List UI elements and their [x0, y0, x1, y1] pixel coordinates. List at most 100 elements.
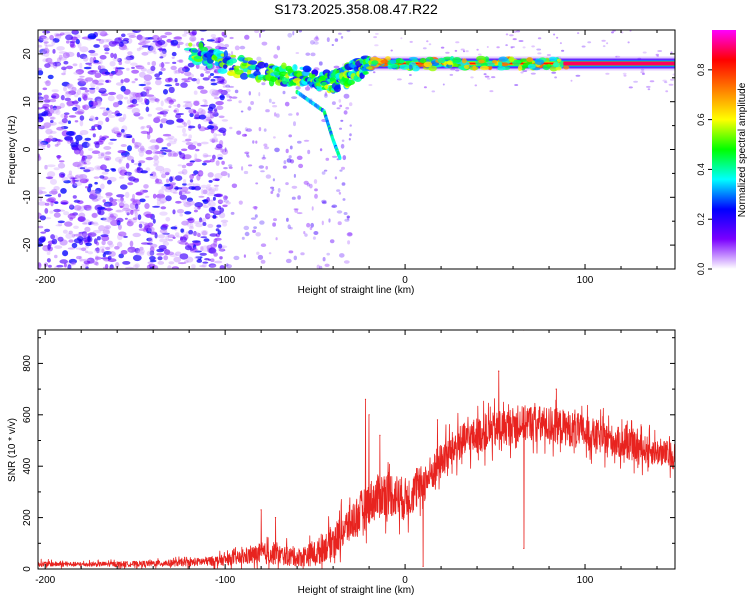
noise-cell: [139, 189, 145, 194]
noise-cell: [159, 153, 165, 158]
noise-cell: [131, 137, 135, 144]
noise-cell: [145, 156, 154, 161]
noise-cell: [207, 202, 211, 206]
noise-cell: [82, 222, 88, 225]
noise-cell: [146, 213, 152, 218]
noise-cell: [120, 184, 128, 190]
noise-cell: [63, 180, 72, 184]
noise-cell: [217, 157, 223, 160]
noise-cell: [143, 74, 153, 81]
noise-cell: [71, 261, 76, 266]
noise-cell: [140, 130, 149, 134]
noise-cell: [195, 223, 204, 228]
noise-cell: [211, 207, 216, 211]
noise-cell: [38, 201, 47, 206]
noise-cell: [172, 61, 177, 64]
noise-cell: [62, 250, 69, 257]
noise-cell: [79, 120, 84, 127]
noise-cell: [260, 243, 267, 247]
noise-cell: [38, 67, 43, 71]
noise-cell: [135, 250, 145, 256]
noise-cell: [57, 63, 61, 67]
noise-cell: [73, 181, 83, 187]
noise-cell: [86, 155, 93, 160]
noise-cell: [91, 212, 98, 219]
noise-cell: [198, 107, 204, 114]
noise-cell: [231, 96, 238, 99]
noise-cell: [336, 189, 341, 192]
noise-cell: [124, 60, 131, 64]
noise-cell: [601, 39, 606, 42]
noise-cell: [138, 83, 147, 87]
noise-cell: [149, 46, 156, 53]
noise-cell: [73, 233, 82, 237]
noise-cell: [272, 178, 275, 182]
noise-cell: [44, 228, 51, 233]
noise-cell: [77, 80, 87, 87]
noise-cell: [79, 78, 86, 82]
noise-cell: [229, 36, 234, 40]
noise-cell: [180, 82, 188, 88]
noise-cell: [60, 126, 69, 130]
noise-cell: [111, 112, 116, 114]
noise-cell: [83, 66, 92, 70]
noise-cell: [75, 174, 84, 180]
noise-cell: [89, 118, 94, 121]
noise-cell: [295, 86, 301, 90]
noise-cell: [200, 104, 209, 107]
noise-cell: [100, 217, 107, 221]
spectrogram-heatmap: [38, 30, 675, 269]
noise-cell: [146, 237, 153, 242]
noise-cell: [54, 144, 59, 147]
noise-cell: [210, 140, 219, 143]
noise-cell: [134, 263, 140, 269]
noise-cell: [78, 160, 84, 165]
noise-cell: [159, 196, 168, 203]
noise-cell: [273, 218, 277, 222]
noise-cell: [83, 162, 87, 165]
noise-cell: [223, 167, 228, 170]
noise-cell: [476, 48, 479, 51]
noise-cell: [99, 107, 106, 110]
noise-cell: [160, 62, 165, 68]
noise-cell: [149, 243, 158, 248]
noise-cell: [172, 191, 178, 194]
noise-cell: [171, 266, 179, 269]
noise-cell: [239, 45, 246, 50]
noise-cell: [98, 225, 106, 232]
noise-cell: [342, 155, 347, 161]
noise-cell: [201, 263, 207, 268]
noise-cell: [103, 216, 112, 222]
noise-cell: [118, 117, 125, 123]
noise-cell: [79, 149, 84, 156]
noise-cell: [121, 155, 126, 159]
noise-cell: [135, 192, 143, 196]
noise-cell: [86, 142, 92, 147]
noise-cell: [247, 106, 252, 111]
noise-cell: [209, 88, 217, 95]
noise-cell: [108, 200, 118, 206]
noise-cell: [118, 200, 126, 204]
noise-cell: [107, 217, 113, 223]
noise-cell: [311, 206, 314, 211]
noise-cell: [178, 171, 185, 175]
noise-cell: [84, 137, 92, 141]
narrowband-tone-band: [369, 62, 675, 65]
noise-cell: [286, 217, 289, 222]
noise-cell: [41, 142, 46, 148]
noise-cell: [155, 77, 162, 80]
noise-cell: [202, 160, 212, 163]
noise-cell: [87, 33, 97, 39]
noise-cell: [51, 89, 59, 93]
noise-cell: [184, 242, 189, 246]
noise-cell: [202, 205, 209, 209]
noise-cell: [213, 240, 218, 247]
noise-cell: [94, 72, 102, 79]
noise-cell: [191, 264, 196, 269]
noise-cell: [516, 30, 521, 33]
noise-cell: [167, 135, 175, 140]
noise-cell: [208, 188, 216, 195]
noise-cell: [46, 164, 56, 168]
noise-cell: [247, 155, 250, 158]
